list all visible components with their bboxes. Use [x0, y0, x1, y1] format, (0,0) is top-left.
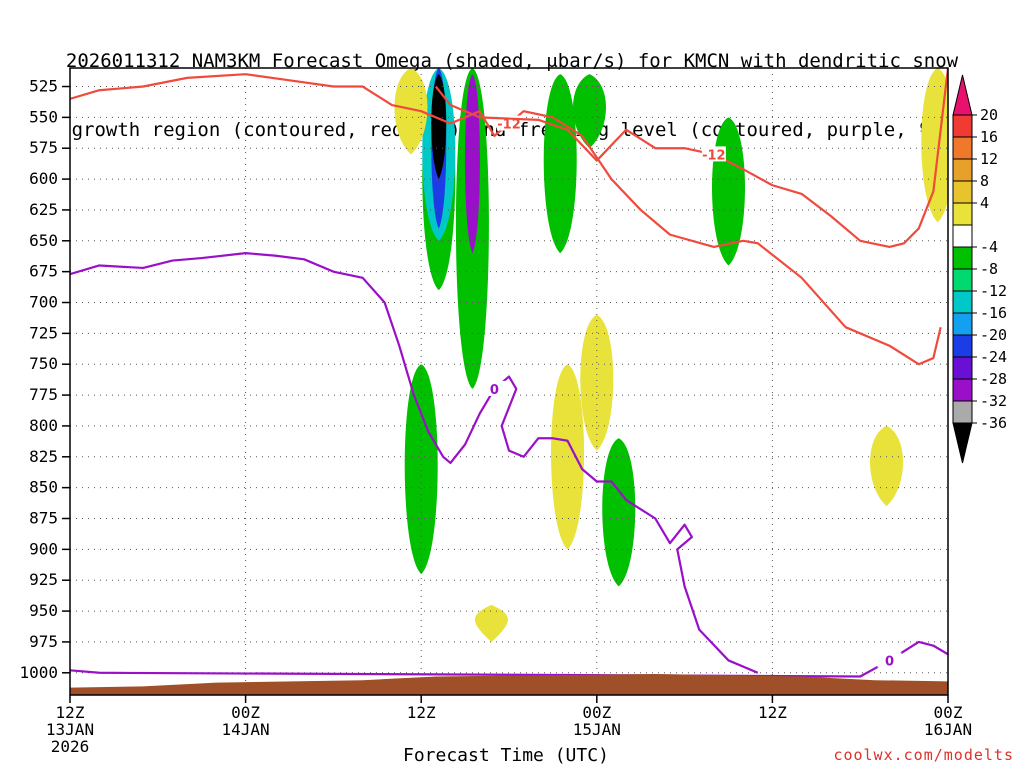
y-tick-label: 875	[29, 509, 58, 528]
x-tick-label: 15JAN	[573, 720, 621, 739]
colorbar-label: -12	[980, 282, 1007, 300]
omega-region-10	[602, 438, 636, 587]
y-tick-label: 650	[29, 231, 58, 250]
chart-title: 2026011312 NAM3KM Forecast Omega (shaded…	[0, 4, 1024, 165]
contour-label: -12	[497, 118, 521, 133]
contour-label-bg	[701, 146, 726, 162]
y-tick-label: 950	[29, 601, 58, 620]
colorbar-swatch	[952, 158, 973, 182]
colorbar-bottom-arrow	[952, 422, 973, 464]
y-tick-label: 925	[29, 570, 58, 589]
colorbar-swatch	[952, 334, 973, 358]
y-tick-label: 775	[29, 385, 58, 404]
terrain-fill	[70, 674, 948, 695]
x-tick-label: 16JAN	[924, 720, 972, 739]
y-tick-label: 725	[29, 323, 58, 342]
y-tick-label: 975	[29, 632, 58, 651]
y-tick-label: 850	[29, 478, 58, 497]
colorbar-swatch	[952, 312, 973, 336]
credit-text: coolwx.com/modelts	[833, 746, 1014, 764]
x-tick-label: 14JAN	[222, 720, 270, 739]
colorbar-swatch	[952, 114, 973, 138]
contour-label: 0	[885, 654, 894, 669]
y-tick-label: 625	[29, 200, 58, 219]
x-tick-label: 12Z	[407, 703, 436, 722]
colorbar-label: -24	[980, 348, 1007, 366]
x-tick-label: 00Z	[231, 703, 260, 722]
colorbar-swatch	[952, 290, 973, 314]
colorbar-swatch	[952, 180, 973, 204]
gridlines	[69, 68, 949, 695]
omega-region-11	[394, 68, 428, 155]
y-tick-label: 825	[29, 447, 58, 466]
colorbar-swatch	[952, 246, 973, 270]
y-tick-label: 675	[29, 262, 58, 281]
omega-region-5	[464, 74, 480, 254]
colorbar-label: -20	[980, 326, 1007, 344]
colorbar-label: 16	[980, 128, 998, 146]
contour-line-0	[70, 73, 942, 366]
x-tick-label: 2026	[51, 737, 90, 756]
colorbar: 20 16 12 8 4 -4 -8 -12 -16 -20 -24 -28 -32 -36	[952, 74, 1007, 464]
colorbar-label: -4	[980, 238, 998, 256]
omega-region-12	[921, 68, 948, 223]
y-tick-label: 600	[29, 169, 58, 188]
colorbar-swatch	[952, 224, 973, 248]
contour-label: 0	[490, 383, 499, 398]
omega-region-15	[870, 425, 904, 507]
contour-line-1	[434, 68, 948, 249]
colorbar-label: 12	[980, 150, 998, 168]
contour-label-bg	[877, 652, 902, 668]
omega-region-13	[551, 364, 585, 550]
colorbar-label: 20	[980, 106, 998, 124]
x-tick-label: 12Z	[56, 703, 85, 722]
title-line-2: growth region (contoured, red, ºC) and f…	[71, 119, 953, 141]
colorbar-top-arrow	[952, 74, 973, 116]
y-tick-label: 525	[29, 77, 58, 96]
contour-label-bg	[482, 380, 507, 396]
y-tick-label: 900	[29, 539, 58, 558]
omega-region-6	[543, 74, 577, 254]
contour-label: -12	[702, 148, 726, 163]
colorbar-swatch	[952, 356, 973, 380]
y-tick-label: 550	[29, 107, 58, 126]
x-tick-label: 13JAN	[46, 720, 94, 739]
colorbar-swatch	[952, 400, 973, 424]
colorbar-label: 8	[980, 172, 989, 190]
omega-region-14	[580, 314, 614, 451]
x-tick-label: 00Z	[934, 703, 963, 722]
plot-frame	[69, 67, 949, 696]
terrain-polygon	[70, 674, 948, 695]
colorbar-label: -8	[980, 260, 998, 278]
y-axis-ticks: 525 550 575 600 625 650 675 700 725 750 775 800 825 8…	[19, 77, 70, 682]
contour-line-2	[70, 252, 759, 674]
colorbar-label: -36	[980, 414, 1007, 432]
omega-region-3	[431, 74, 447, 180]
omega-region-16	[474, 604, 508, 642]
colorbar-swatch	[952, 202, 973, 226]
colorbar-swatch	[952, 268, 973, 292]
x-tick-label: 12Z	[758, 703, 787, 722]
title-line-1: 2026011312 NAM3KM Forecast Omega (shaded…	[65, 50, 959, 72]
x-axis-label: Forecast Time (UTC)	[403, 745, 609, 766]
colorbar-label: -28	[980, 370, 1007, 388]
y-tick-label: 800	[29, 416, 58, 435]
contour-line-3	[70, 640, 948, 678]
contour-lines: -12 -12 0 0	[70, 68, 948, 678]
colorbar-swatch	[952, 136, 973, 160]
y-tick-label: 1000	[19, 663, 58, 682]
y-tick-label: 750	[29, 354, 58, 373]
colorbar-label: -32	[980, 392, 1007, 410]
colorbar-label: 4	[980, 194, 989, 212]
x-tick-label: 00Z	[582, 703, 611, 722]
colorbar-label: -16	[980, 304, 1007, 322]
colorbar-swatch	[952, 378, 973, 402]
y-tick-label: 700	[29, 293, 58, 312]
y-tick-label: 575	[29, 138, 58, 157]
omega-region-7	[572, 74, 606, 149]
omega-shading	[394, 68, 948, 642]
omega-region-9	[404, 364, 438, 575]
